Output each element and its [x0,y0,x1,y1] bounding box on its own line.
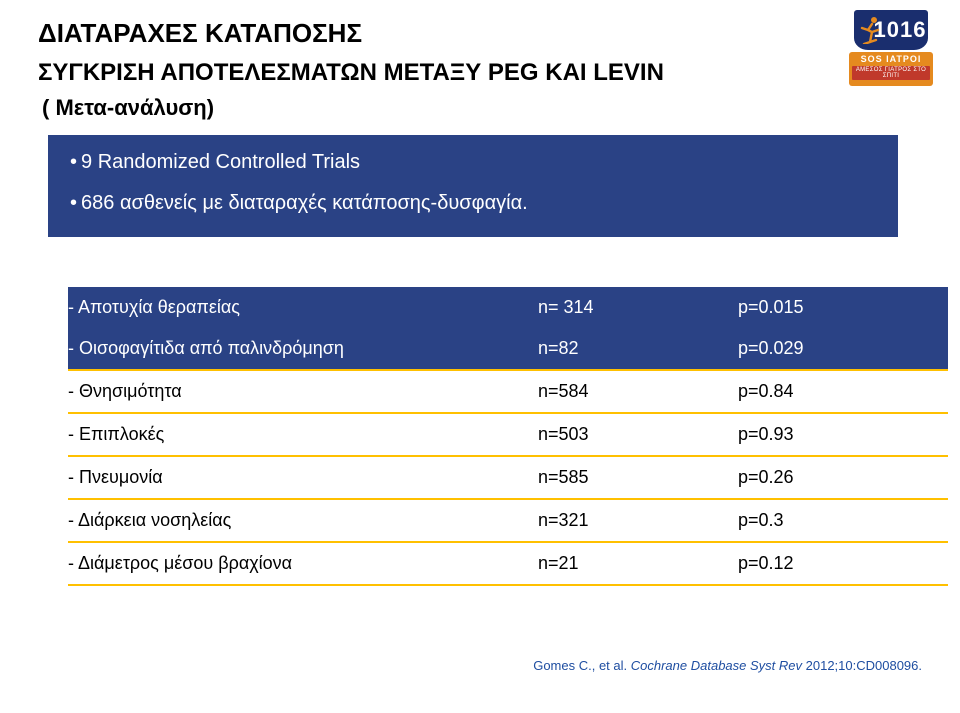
row-p: p=0.12 [738,553,898,574]
row-n: n=585 [538,467,738,488]
logo-bottom: SOS ΙΑΤΡΟΙ ΑΜΕΣΟΣ ΓΙΑΤΡΟΣ ΣΤΟ ΣΠΙΤΙ [849,52,933,86]
row-n: n=321 [538,510,738,531]
logo: 1016 SOS ΙΑΤΡΟΙ ΑΜΕΣΟΣ ΓΙΑΤΡΟΣ ΣΤΟ ΣΠΙΤΙ [846,10,936,90]
row-p: p=0.93 [738,424,898,445]
row-label: - Οισοφαγίτιδα από παλινδρόμηση [68,338,538,359]
bullet-icon: • [70,192,77,215]
row-n: n=21 [538,553,738,574]
row-label: - Διάμετρος μέσου βραχίονα [68,553,538,574]
page-title: ΔΙΑΤΑΡΑΧΕΣ ΚΑΤΑΠΟΣΗΣ [38,18,922,49]
slide: 1016 SOS ΙΑΤΡΟΙ ΑΜΕΣΟΣ ΓΙΑΤΡΟΣ ΣΤΟ ΣΠΙΤΙ… [0,0,960,713]
runner-icon [860,16,884,44]
citation-author: Gomes C., et al. [533,658,627,673]
table-row: - Διάμετρος μέσου βραχίονα n=21 p=0.12 [68,543,948,584]
info-line: 9 Randomized Controlled Trials [81,151,360,174]
table-row: - Θνησιμότητα n=584 p=0.84 [68,371,948,412]
row-p: p=0.015 [738,297,898,318]
row-n: n=503 [538,424,738,445]
row-p: p=0.26 [738,467,898,488]
citation-journal: Cochrane Database Syst Rev [631,658,802,673]
info-box: • 9 Randomized Controlled Trials • 686 α… [48,135,898,237]
row-label: - Θνησιμότητα [68,381,538,402]
row-label: - Αποτυχία θεραπείας [68,297,538,318]
logo-top: 1016 [854,10,928,50]
meta-analysis-label: ( Μετα-ανάλυση) [42,95,922,121]
row-p: p=0.3 [738,510,898,531]
bullet-icon: • [70,151,77,174]
row-n: n= 314 [538,297,738,318]
table-row: - Πνευμονία n=585 p=0.26 [68,457,948,498]
citation: Gomes C., et al. Cochrane Database Syst … [533,658,922,673]
row-n: n=584 [538,381,738,402]
row-p: p=0.84 [738,381,898,402]
row-n: n=82 [538,338,738,359]
table-row: - Οισοφαγίτιδα από παλινδρόμηση n=82 p=0… [68,328,948,369]
logo-sos-text: SOS ΙΑΤΡΟΙ [849,52,933,64]
citation-rest: 2012;10:CD008096. [802,658,922,673]
row-label: - Πνευμονία [68,467,538,488]
row-label: - Επιπλοκές [68,424,538,445]
info-row: • 9 Randomized Controlled Trials [70,151,876,174]
table-row: - Διάρκεια νοσηλείας n=321 p=0.3 [68,500,948,541]
info-row: • 686 ασθενείς με διαταραχές κατάποσης-δ… [70,192,876,215]
info-line: 686 ασθενείς με διαταραχές κατάποσης-δυσ… [81,192,528,215]
table-row: - Αποτυχία θεραπείας n= 314 p=0.015 [68,287,948,328]
logo-redbar: ΑΜΕΣΟΣ ΓΙΑΤΡΟΣ ΣΤΟ ΣΠΙΤΙ [852,66,930,80]
row-p: p=0.029 [738,338,898,359]
row-label: - Διάρκεια νοσηλείας [68,510,538,531]
page-subtitle: ΣΥΓΚΡΙΣΗ ΑΠΟΤΕΛΕΣΜΑΤΩΝ ΜΕΤΑΞΥ PEG ΚΑΙ LE… [38,59,922,87]
table-row: - Επιπλοκές n=503 p=0.93 [68,414,948,455]
results-table: - Αποτυχία θεραπείας n= 314 p=0.015 - Οι… [68,287,948,586]
separator [68,584,948,586]
